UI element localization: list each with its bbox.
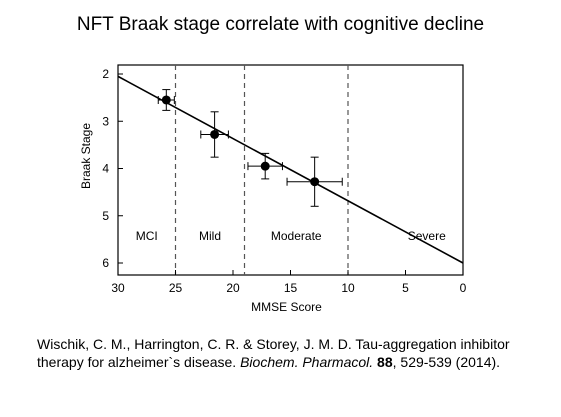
chart-svg: 30 25 20 15 10 5 0 2 3 4 5 6 MMSE Score Braak Stage MC… [79,64,467,314]
x-tick-label: 15 [284,281,298,295]
region-label: Moderate [271,229,322,243]
chart-title: NFT Braak stage correlate with cognitive… [76,14,485,35]
region-label: MCI [136,229,158,243]
y-tick-label: 2 [102,67,109,81]
data-point [210,129,220,139]
regression-line [117,75,464,264]
data-point [260,161,270,171]
y-tick-label: 6 [102,256,109,270]
x-tick-label: 30 [111,281,125,295]
citation-authors: Wischik, C. M., Harrington, C. R. & Stor… [37,336,510,370]
y-tick-label: 4 [102,162,109,176]
citation: Wischik, C. M., Harrington, C. R. & Stor… [37,335,537,371]
citation-volume: 88 [377,354,393,370]
x-tick-label: 5 [402,281,409,295]
citation-pages: , 529-539 (2014). [392,354,501,370]
x-tick-label: 20 [226,281,240,295]
region-label: Severe [408,229,446,243]
x-axis-label: MMSE Score [251,300,322,314]
y-tick-label: 5 [102,209,109,223]
x-tick-label: 0 [460,281,467,295]
data-point [161,95,171,105]
y-tick-label: 3 [102,114,109,128]
citation-journal: Biochem. Pharmacol. [240,354,374,370]
y-axis-label: Braak Stage [79,123,93,189]
region-label: Mild [199,229,221,243]
x-tick-label: 25 [169,281,183,295]
data-point [310,177,320,187]
x-tick-label: 10 [341,281,355,295]
